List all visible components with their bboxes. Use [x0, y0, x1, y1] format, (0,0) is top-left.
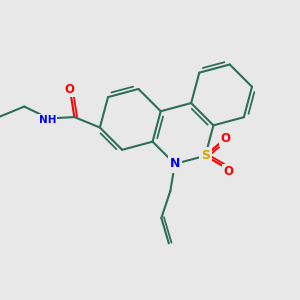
Text: O: O [221, 132, 231, 145]
Text: N: N [170, 158, 180, 170]
Text: O: O [64, 82, 75, 96]
Text: NH: NH [39, 115, 56, 125]
Text: S: S [201, 149, 210, 162]
Text: O: O [224, 166, 233, 178]
